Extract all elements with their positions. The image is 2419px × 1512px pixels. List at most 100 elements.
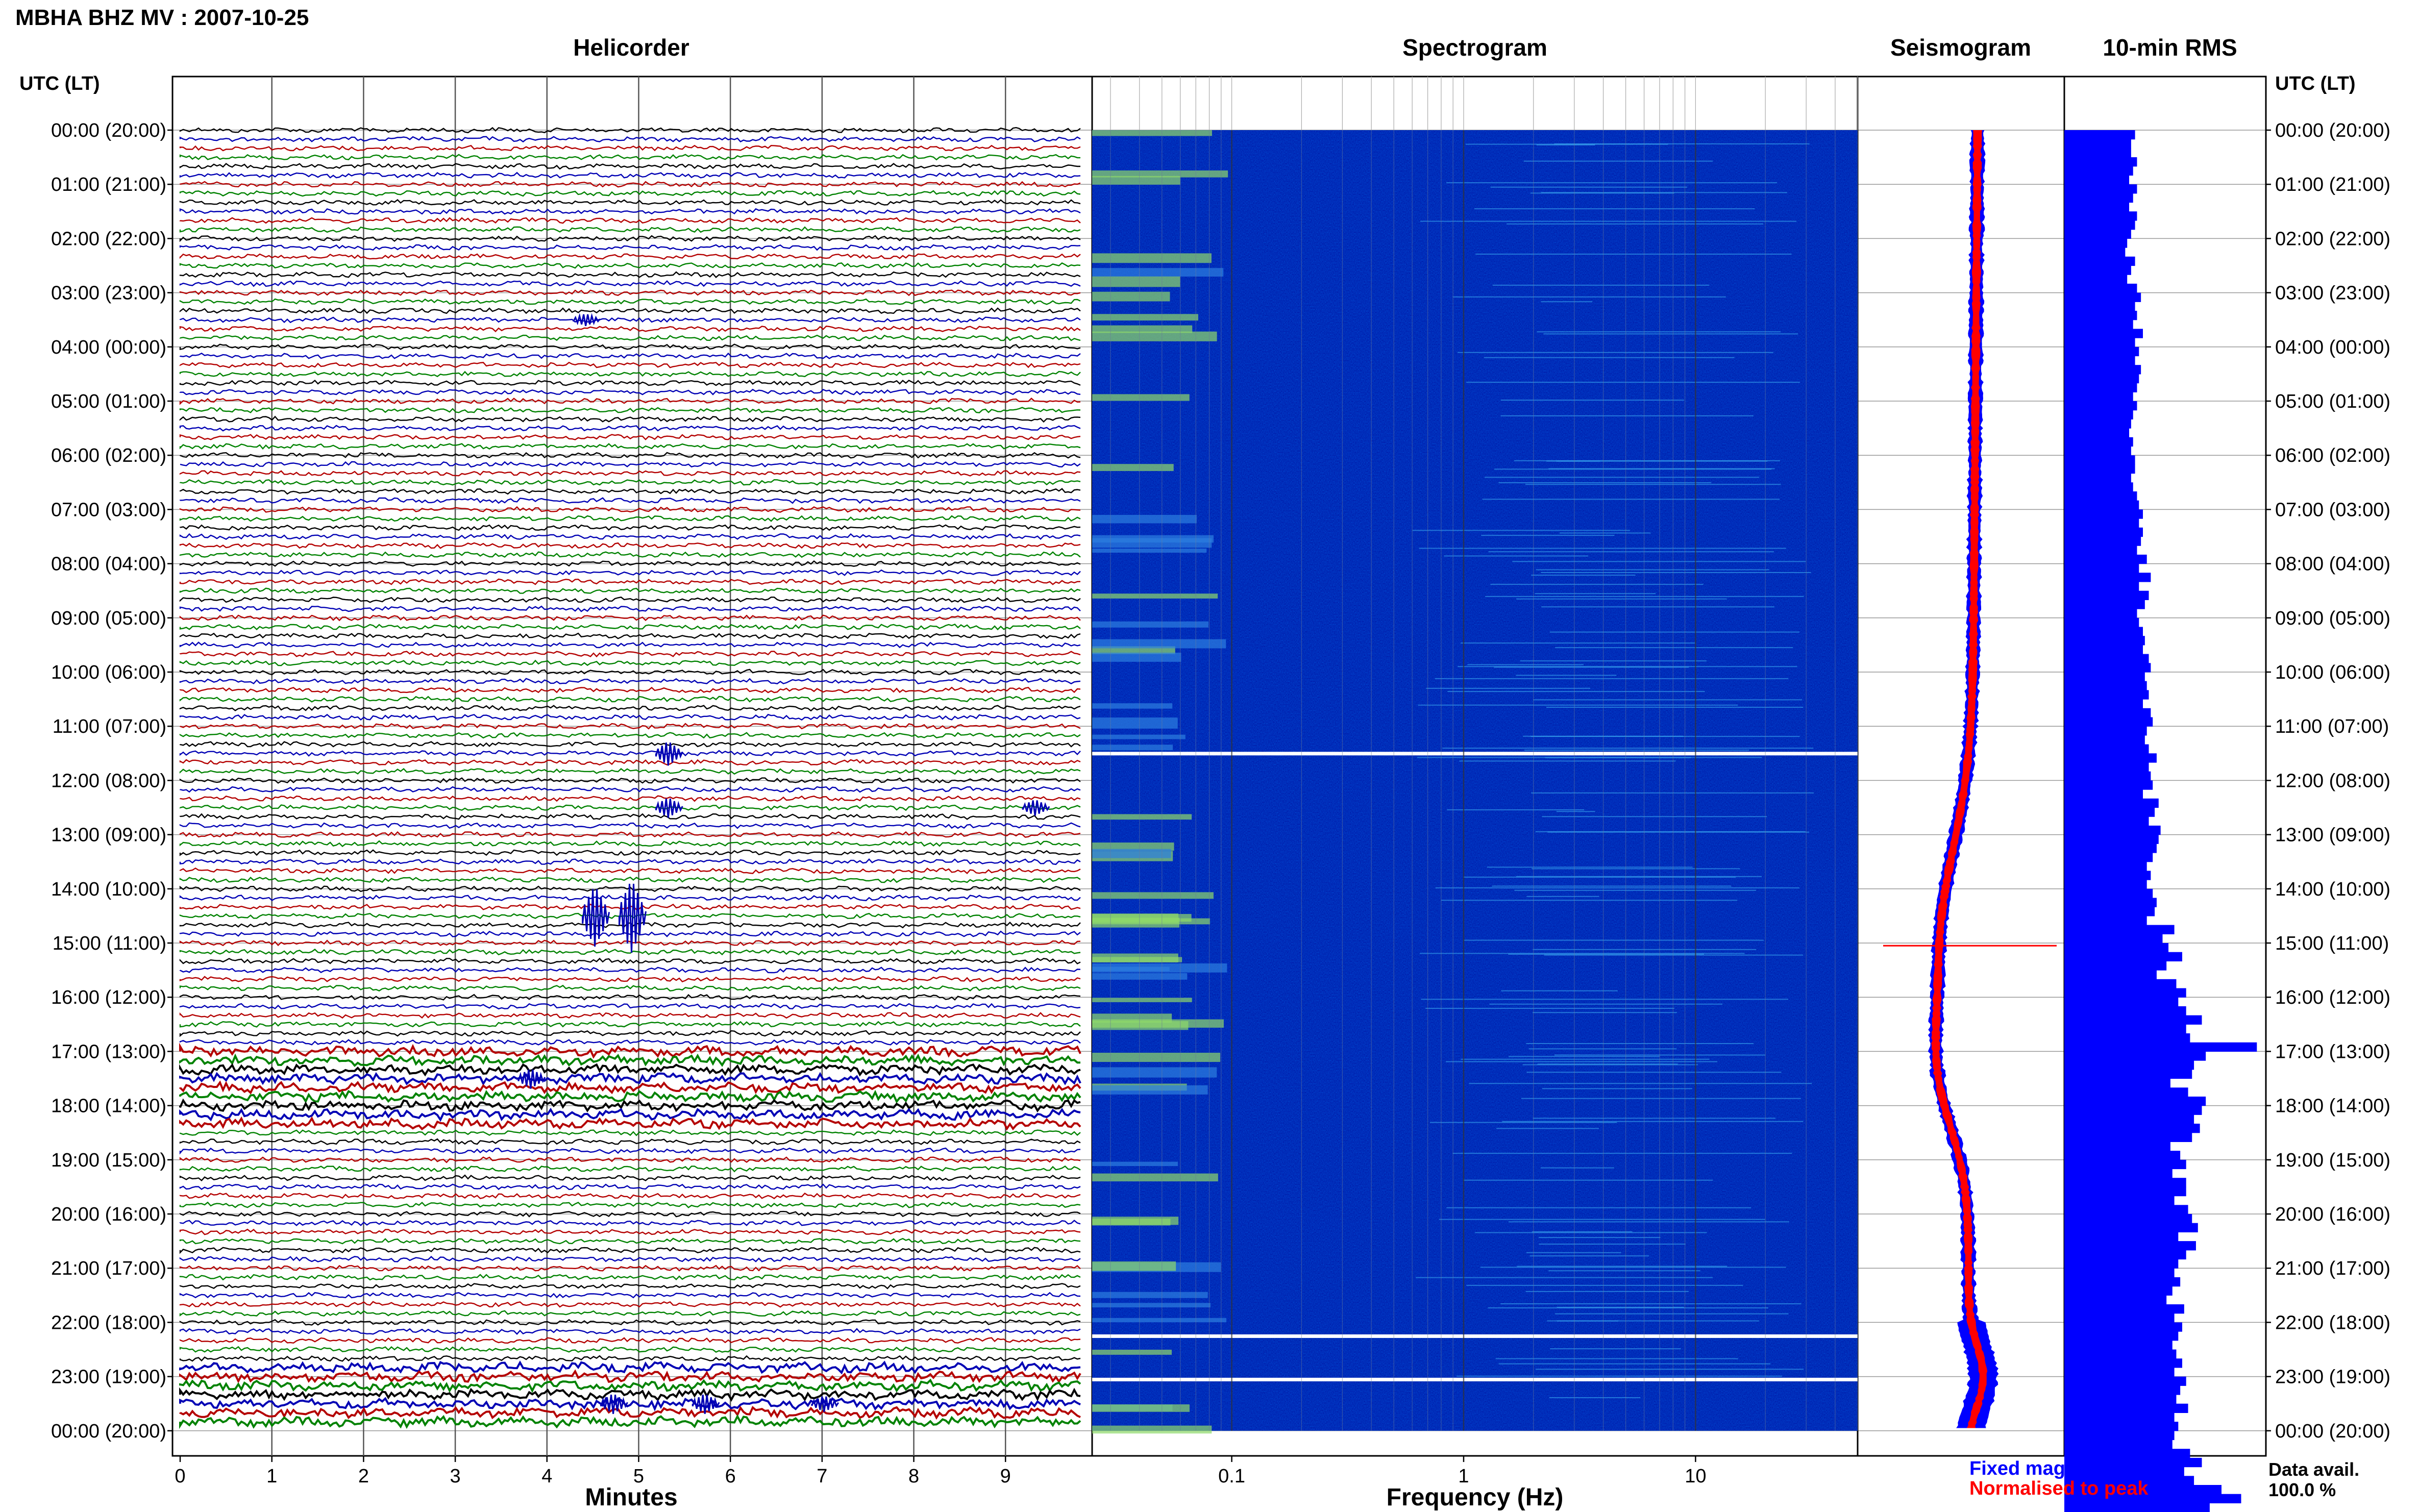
rms-bar [2064, 1132, 2192, 1142]
rms-bar [2064, 762, 2149, 772]
rms-bar [2064, 283, 2137, 293]
rms-bar [2064, 1024, 2186, 1034]
spectrogram-lowfreq-block [1092, 1303, 1211, 1308]
rms-bar [2064, 780, 2153, 790]
rms-bar [2064, 1114, 2194, 1124]
helicorder-trace [179, 425, 1081, 432]
minute-tick-label: 8 [908, 1466, 919, 1487]
helicorder-trace [179, 1193, 1081, 1200]
rms-bar [2064, 609, 2137, 618]
rms-bar [2064, 1494, 2241, 1503]
rms-bar [2064, 726, 2147, 736]
time-label-right: 22:00 (18:00) [2275, 1312, 2390, 1333]
rms-bar [2064, 1476, 2194, 1485]
rms-bar [2064, 211, 2137, 221]
time-label-right: 13:00 (09:00) [2275, 825, 2390, 846]
rms-bar [2064, 816, 2149, 826]
seismic-event [655, 798, 683, 818]
minute-tick-label: 5 [633, 1466, 644, 1487]
rms-bar [2064, 654, 2149, 663]
seismic-event [811, 1396, 840, 1412]
helicorder-trace [179, 398, 1081, 405]
helicorder-trace [180, 461, 1081, 468]
helicorder-trace [179, 1003, 1081, 1010]
time-label-left: 23:00 (19:00) [51, 1367, 166, 1388]
rms-bar [2064, 401, 2137, 411]
helicorder-trace [179, 542, 1081, 549]
helicorder-trace [179, 1072, 1081, 1086]
helicorder-trace [179, 352, 1081, 360]
spectrogram-title: Spectrogram [1402, 34, 1547, 61]
rms-bar [2064, 202, 2130, 212]
time-label-left: 19:00 (15:00) [51, 1150, 166, 1171]
rms-bar [2064, 1457, 2202, 1468]
rms-bar [2064, 988, 2186, 998]
spectrogram-lowfreq-block [1092, 176, 1180, 185]
spectrogram-lowfreq-block [1092, 717, 1178, 729]
time-label-right: 00:00 (20:00) [2275, 120, 2390, 141]
rms-bar [2064, 491, 2137, 501]
rms-bar [2064, 536, 2141, 546]
rms-bar [2064, 428, 2130, 438]
helicorder-trace [179, 1053, 1080, 1067]
seismic-event [600, 1395, 628, 1414]
seismic-event [692, 1395, 720, 1414]
minute-tick-label: 3 [450, 1466, 461, 1487]
rms-bar [2064, 157, 2137, 167]
rms-bar [2064, 166, 2133, 176]
spectrogram-lowfreq-block [1092, 953, 1178, 963]
spectrogram-lowfreq-block [1092, 1425, 1212, 1434]
helicorder-trace [179, 307, 1081, 314]
helicorder-trace [179, 777, 1081, 784]
rms-bar [2064, 1422, 2179, 1431]
rms-bar [2064, 527, 2143, 537]
rms-bar [2064, 970, 2157, 980]
helicorder-trace [179, 994, 1081, 1001]
helicorder-trace [179, 741, 1081, 748]
time-label-right: 14:00 (10:00) [2275, 879, 2390, 900]
helicorder-trace [179, 316, 1081, 324]
rms-bar [2064, 1250, 2186, 1260]
rms-bar [2064, 437, 2133, 447]
time-label-left: 13:00 (09:00) [51, 825, 166, 846]
time-label-right: 03:00 (23:00) [2275, 283, 2390, 304]
helicorder-trace [179, 1387, 1081, 1402]
data-avail-value: 100.0 % [2268, 1479, 2336, 1500]
helicorder-trace [179, 858, 1081, 865]
rms-bar [2064, 302, 2135, 311]
spectrogram-lowfreq-block [1092, 1053, 1221, 1062]
rms-bar [2064, 175, 2130, 185]
rms-bar [2064, 1403, 2188, 1413]
rms-bar [2064, 292, 2141, 302]
helicorder-trace [179, 1292, 1081, 1299]
rms-bar [2064, 997, 2179, 1007]
rms-bar [2064, 1286, 2173, 1296]
time-label-left: 18:00 (14:00) [51, 1096, 166, 1117]
helicorder-trace [179, 289, 1081, 296]
helicorder-trace [179, 705, 1081, 712]
rms-bar [2064, 915, 2147, 926]
helicorder-trace [179, 190, 1081, 197]
rms-bar [2064, 563, 2139, 573]
time-label-right: 20:00 (16:00) [2275, 1204, 2390, 1225]
helicorder-trace [179, 144, 1081, 152]
helicorder-trace [179, 1283, 1081, 1290]
time-label-right: 04:00 (00:00) [2275, 337, 2390, 358]
helicorder-trace [179, 515, 1081, 522]
rms-bar [2064, 1268, 2175, 1278]
helicorder-trace [179, 1355, 1081, 1362]
rms-bar [2064, 708, 2151, 718]
helicorder-trace [179, 154, 1081, 161]
time-label-right: 17:00 (13:00) [2275, 1041, 2390, 1062]
helicorder-trace [179, 686, 1081, 693]
time-label-left: 07:00 (03:00) [51, 499, 166, 520]
spectrogram-lowfreq-block [1092, 1292, 1208, 1298]
helicorder-trace [179, 930, 1081, 937]
seismic-event [573, 313, 601, 326]
time-label-left: 08:00 (04:00) [51, 554, 166, 575]
helicorder-trace [179, 867, 1081, 875]
helicorder-trace [179, 1116, 1081, 1131]
time-label-left: 04:00 (00:00) [51, 337, 166, 358]
time-label-right: 12:00 (08:00) [2275, 770, 2390, 791]
time-label-right: 06:00 (02:00) [2275, 445, 2390, 466]
